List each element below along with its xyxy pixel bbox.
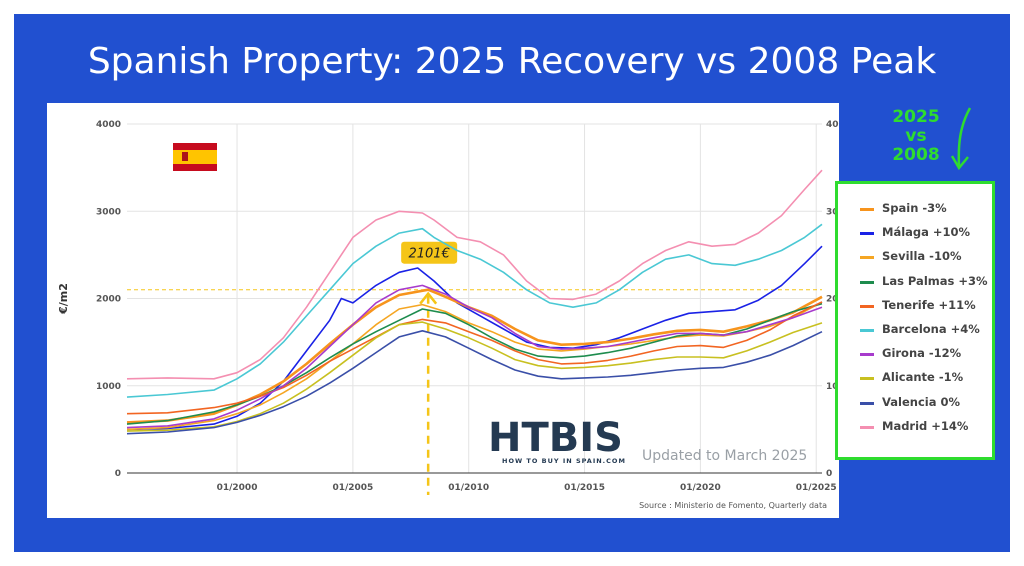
legend-swatch — [860, 401, 874, 405]
axes: 0 0 1000 1000 2000 2000 3000 3000 4000 4000 01/200… — [57, 120, 839, 493]
y-tick-label-right: 4000 — [826, 120, 839, 130]
legend-item: Tenerife +11% — [860, 297, 992, 317]
series-line-5 — [126, 301, 823, 431]
comparison-vs: vs — [905, 126, 927, 146]
legend-label: Sevilla -10% — [882, 249, 962, 264]
comparison-year-2025: 2025 — [892, 107, 940, 127]
y-tick-label-left: 4000 — [96, 120, 121, 130]
legend-swatch — [860, 377, 874, 381]
legend-label: Spain -3% — [882, 201, 947, 215]
legend-swatch — [860, 425, 874, 429]
legend-swatch — [860, 232, 874, 236]
legend-swatch — [860, 304, 874, 308]
legend-item: Madrid +14% — [860, 418, 992, 438]
y-tick-label-left: 0 — [115, 469, 121, 479]
chart-panel: 2101€ 0 0 1000 1000 2000 2000 3000 3000 4000 4000… — [47, 103, 839, 518]
series-line-10 — [126, 330, 823, 435]
legend-label: Valencia 0% — [882, 394, 961, 409]
legend-item: Barcelona +4% — [860, 321, 992, 341]
peak-arrow-icon — [419, 291, 438, 305]
series-line-3 — [126, 245, 823, 431]
y-tick-label-right: 0 — [826, 469, 832, 479]
logo-brand: HTBIS — [488, 415, 623, 461]
htbis-logo-icon: HTBIS HOW TO BUY IN SPAIN.COM — [488, 415, 626, 465]
x-tick-label: 01/2020 — [680, 483, 721, 493]
legend-label: Barcelona +4% — [882, 322, 980, 336]
legend-swatch — [860, 280, 874, 284]
legend-item: Spain -3% — [860, 200, 992, 220]
legend-label: Alicante -1% — [882, 370, 964, 385]
legend-item: Málaga +10% — [860, 224, 992, 244]
legend-item: Alicante -1% — [860, 369, 992, 389]
series-line-6 — [126, 302, 823, 425]
series-line-2 — [126, 223, 823, 398]
peak-label: 2101€ — [408, 247, 449, 262]
x-tick-label: 01/2010 — [448, 483, 489, 493]
line-chart: 2101€ 0 0 1000 1000 2000 2000 3000 3000 4000 4000… — [57, 120, 839, 510]
series-line-8 — [126, 284, 823, 429]
spain-flag-icon — [173, 143, 217, 171]
legend-label: Madrid +14% — [882, 418, 969, 433]
legend-swatch — [860, 353, 874, 357]
legend-label: Girona -12% — [882, 346, 962, 361]
grid — [127, 123, 822, 474]
legend-item: Girona -12% — [860, 345, 992, 365]
legend: Spain -3% Málaga +10% Sevilla -10% Las Palm… — [835, 181, 995, 460]
y-tick-label-left: 3000 — [96, 207, 121, 217]
reference-line-group: 2101€ — [127, 241, 822, 495]
legend-swatch — [860, 329, 874, 332]
series-lines — [126, 169, 823, 435]
legend-label: Málaga +10% — [882, 225, 971, 240]
legend-swatch — [860, 256, 874, 260]
legend-item: Las Palmas +3% — [860, 273, 992, 293]
source-note: Source : Ministerio de Fomento, Quarterl… — [639, 501, 827, 510]
y-tick-label-left: 2000 — [96, 295, 121, 305]
x-tick-label: 01/2025 — [796, 483, 837, 493]
legend-label: Las Palmas +3% — [882, 273, 988, 288]
page-title: Spanish Property: 2025 Recovery vs 2008 … — [87, 41, 937, 82]
legend-item: Sevilla -10% — [860, 248, 992, 268]
down-arrow-icon — [950, 107, 972, 171]
y-tick-label-right: 2000 — [826, 295, 839, 305]
series-line-1 — [126, 169, 823, 380]
legend-item: Valencia 0% — [860, 394, 992, 414]
x-tick-label: 01/2015 — [564, 483, 605, 493]
updated-note: Updated to March 2025 — [642, 448, 807, 464]
comparison-label: 2025 vs 2008 — [880, 108, 952, 165]
y-tick-label-right: 3000 — [826, 207, 839, 217]
comparison-year-2008: 2008 — [892, 145, 940, 165]
x-tick-label: 01/2000 — [217, 483, 258, 493]
x-tick-label: 01/2005 — [332, 483, 373, 493]
logo-tagline: HOW TO BUY IN SPAIN.COM — [502, 457, 626, 465]
series-line-4 — [126, 288, 823, 424]
legend-label: Tenerife +11% — [882, 297, 976, 312]
legend-swatch — [860, 208, 874, 211]
y-axis-label: €/m2 — [57, 283, 70, 315]
y-tick-label-right: 1000 — [826, 382, 839, 392]
y-tick-label-left: 1000 — [96, 382, 121, 392]
peak-label-badge — [401, 241, 458, 264]
series-line-9 — [126, 321, 823, 432]
